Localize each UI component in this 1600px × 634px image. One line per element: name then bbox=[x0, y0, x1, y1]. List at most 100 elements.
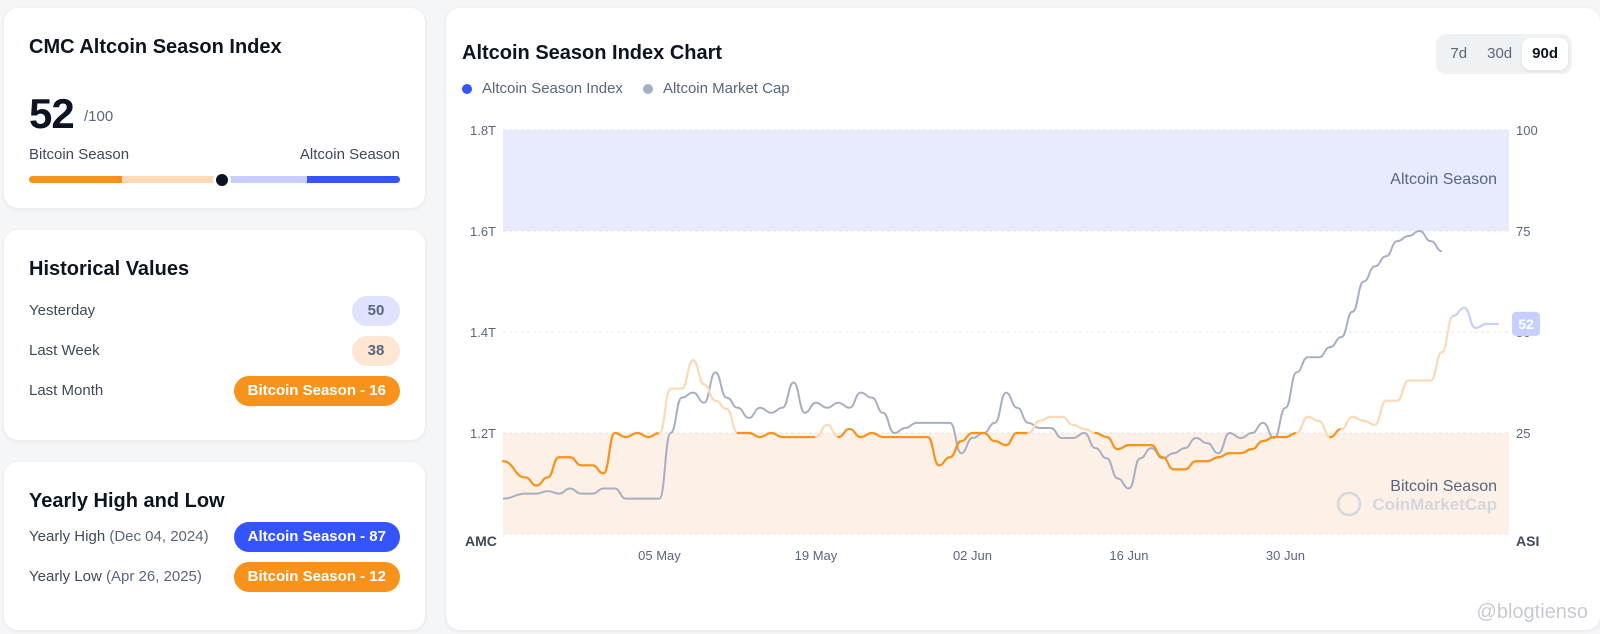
history-row-yesterday: Yesterday 50 bbox=[29, 296, 400, 326]
series-line-altcoin-season-index bbox=[624, 431, 639, 439]
series-line-altcoin-season-index bbox=[1217, 452, 1231, 459]
series-line-altcoin-season-index bbox=[647, 431, 661, 439]
watermark: @blogtienso bbox=[1476, 601, 1588, 623]
series-line-altcoin-season-index bbox=[1284, 431, 1298, 439]
series-line-altcoin-season-index bbox=[1027, 419, 1041, 435]
series-line-altcoin-season-index bbox=[602, 431, 616, 475]
gauge-knob bbox=[213, 172, 230, 188]
series-line-altcoin-season-index bbox=[636, 431, 650, 439]
index-card: CMC Altcoin Season Index 52 /100 Bitcoin… bbox=[4, 8, 425, 208]
history-badge: 50 bbox=[352, 296, 400, 326]
series-line-altcoin-season-index bbox=[747, 431, 762, 439]
history-row-last-week: Last Week 38 bbox=[29, 336, 400, 366]
series-line-altcoin-season-index bbox=[1396, 379, 1410, 402]
series-line-altcoin-season-index bbox=[568, 456, 583, 467]
yearly-high-row: Yearly High (Dec 04, 2024) Altcoin Seaso… bbox=[29, 522, 400, 552]
history-label: Last Month bbox=[29, 382, 104, 399]
right-tick-label: 100 bbox=[1516, 123, 1538, 138]
tab-30d[interactable]: 30d bbox=[1487, 45, 1513, 62]
series-line-altcoin-season-index bbox=[848, 427, 862, 439]
index-max: /100 bbox=[84, 108, 114, 125]
gauge-segment-altcoin-light bbox=[214, 176, 308, 183]
legend-label-amc: Altcoin Market Cap bbox=[662, 80, 790, 97]
series-line-altcoin-season-index bbox=[770, 431, 784, 439]
historical-card: Historical Values Yesterday 50 Last Week… bbox=[4, 230, 425, 440]
series-line-altcoin-season-index bbox=[691, 359, 706, 386]
left-tick-label: 1.4T bbox=[470, 325, 496, 340]
series-line-altcoin-season-index bbox=[714, 399, 728, 410]
right-axis-title: ASI bbox=[1516, 533, 1539, 549]
series-line-altcoin-market-cap bbox=[502, 229, 1443, 500]
series-line-altcoin-season-index bbox=[1083, 427, 1097, 435]
series-line-altcoin-season-index bbox=[1317, 419, 1332, 439]
series-line-altcoin-season-index bbox=[1150, 444, 1164, 459]
series-line-altcoin-season-index bbox=[1250, 439, 1265, 451]
series-line-altcoin-season-index bbox=[1329, 427, 1343, 439]
series-line-altcoin-season-index bbox=[826, 423, 840, 439]
series-line-altcoin-season-index bbox=[524, 476, 538, 487]
series-line-altcoin-season-index bbox=[926, 435, 941, 467]
tab-7d[interactable]: 7d bbox=[1450, 45, 1468, 62]
yearly-high-badge: Altcoin Season - 87 bbox=[233, 522, 400, 552]
series-line-altcoin-season-index bbox=[859, 431, 873, 439]
series-line-altcoin-season-index bbox=[501, 460, 527, 479]
yearly-high-date: (Dec 04, 2024) bbox=[109, 528, 209, 545]
x-tick-label: 30 Jun bbox=[1266, 548, 1305, 563]
gauge-segment-bitcoin-light bbox=[121, 176, 215, 183]
right-tick-label: 75 bbox=[1516, 224, 1530, 239]
right-tick-label: 25 bbox=[1516, 426, 1530, 441]
series-line-altcoin-season-index bbox=[535, 476, 549, 487]
legend-label-asi: Altcoin Season Index bbox=[482, 80, 623, 97]
coinmarketcap-watermark: CoinMarketCap bbox=[1372, 495, 1497, 514]
series-line-altcoin-season-index bbox=[1351, 415, 1365, 422]
series-line-altcoin-season-index bbox=[1206, 456, 1220, 463]
series-line-altcoin-season-index bbox=[870, 431, 885, 439]
bitcoin-season-label: Bitcoin Season bbox=[29, 146, 130, 163]
history-row-last-month: Last Month Bitcoin Season - 16 bbox=[29, 376, 400, 406]
series-line-altcoin-season-index bbox=[725, 407, 739, 435]
zone-label-0: Altcoin Season bbox=[1390, 171, 1497, 188]
series-line-altcoin-season-index bbox=[1261, 435, 1276, 443]
x-tick-label: 02 Jun bbox=[953, 548, 992, 563]
chart-legend: Altcoin Season Index Altcoin Market Cap bbox=[462, 80, 790, 97]
legend-item-amc[interactable]: Altcoin Market Cap bbox=[642, 80, 790, 97]
legend-dot-amc bbox=[642, 83, 653, 94]
series-line-altcoin-season-index bbox=[1183, 460, 1198, 471]
legend-dot-asi bbox=[462, 83, 472, 94]
current-value-badge bbox=[1512, 311, 1540, 336]
series-line-altcoin-season-index bbox=[1306, 415, 1321, 422]
left-tick-label: 1.8T bbox=[470, 123, 496, 138]
series-line-altcoin-season-index bbox=[658, 387, 672, 435]
x-tick-label: 16 Jun bbox=[1109, 548, 1148, 563]
x-tick-label: 05 May bbox=[638, 548, 681, 563]
series-line-altcoin-season-index bbox=[837, 427, 851, 439]
series-line-altcoin-season-index bbox=[1038, 415, 1052, 422]
yearly-title: Yearly High and Low bbox=[29, 490, 225, 512]
series-line-altcoin-season-index bbox=[1463, 306, 1477, 330]
series-line-altcoin-season-index bbox=[1105, 435, 1119, 451]
legend-item-asi[interactable]: Altcoin Season Index bbox=[462, 80, 623, 97]
history-label: Last Week bbox=[29, 342, 100, 359]
zone-band-1 bbox=[503, 433, 1509, 534]
yearly-low-badge: Bitcoin Season - 12 bbox=[233, 562, 400, 592]
index-value: 52 bbox=[29, 90, 75, 137]
altcoin-season-label: Altcoin Season bbox=[299, 146, 400, 163]
yearly-low-label: Yearly Low bbox=[29, 568, 102, 585]
series-line-altcoin-season-index bbox=[1362, 419, 1376, 427]
tab-90d[interactable]: 90d bbox=[1522, 38, 1568, 70]
chart-card: Altcoin Season Index Chart Altcoin Seaso… bbox=[446, 8, 1600, 630]
x-tick-label: 19 May bbox=[795, 548, 838, 563]
series-line-altcoin-season-index bbox=[1340, 415, 1354, 431]
historical-title: Historical Values bbox=[29, 258, 190, 280]
series-line-altcoin-season-index bbox=[949, 439, 963, 459]
yearly-card: Yearly High and Low Yearly High (Dec 04,… bbox=[4, 462, 425, 630]
chart-title: Altcoin Season Index Chart bbox=[462, 42, 723, 64]
series-line-altcoin-season-index bbox=[1060, 415, 1075, 427]
gauge-segment-bitcoin bbox=[29, 176, 122, 183]
yearly-high-label: Yearly High bbox=[29, 528, 106, 545]
left-tick-label: 1.2T bbox=[470, 426, 496, 441]
series-line-altcoin-season-index bbox=[1004, 431, 1019, 447]
zone-band-0 bbox=[503, 130, 1509, 231]
left-tick-label: 1.6T bbox=[470, 224, 496, 239]
series-line-altcoin-season-index bbox=[960, 431, 974, 443]
